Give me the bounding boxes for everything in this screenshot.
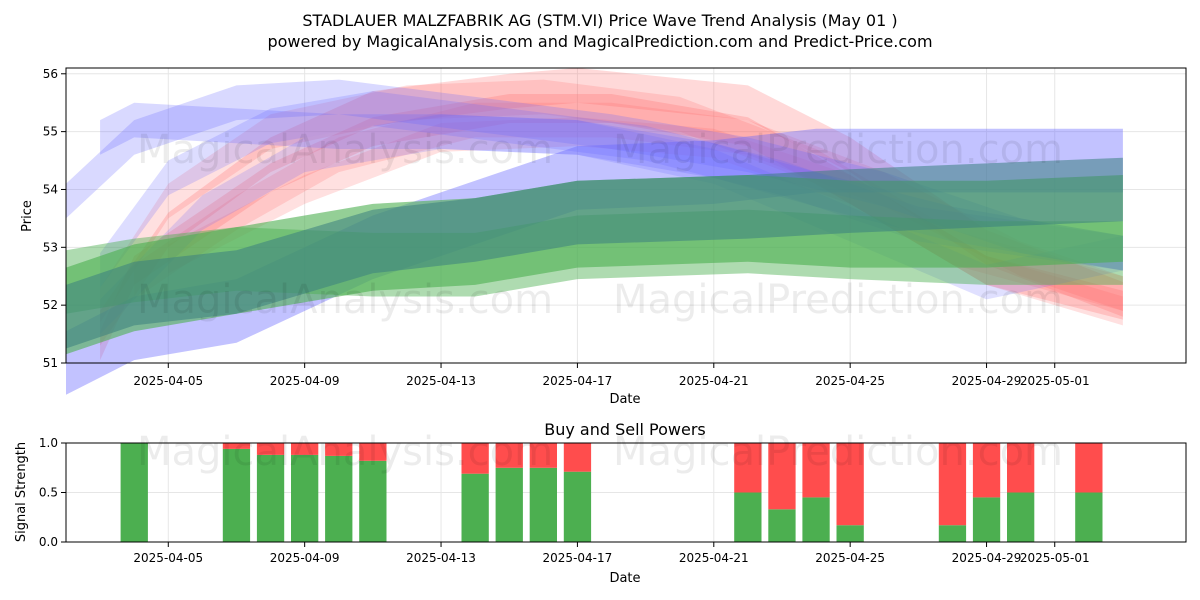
signal-y-tick-label: 0.0 <box>39 535 58 549</box>
signal-chart: Buy and Sell Powers 0.0 0.5 1.0 2025-04-05… <box>14 420 1187 586</box>
price-x-tick-label: 2025-04-29 <box>952 374 1022 388</box>
price-y-tick-label: 52 <box>43 298 58 312</box>
buy-bar <box>1007 492 1035 542</box>
buy-bar <box>256 454 285 542</box>
price-wave-band-blue <box>100 91 1123 288</box>
sell-bar <box>802 443 830 498</box>
signal-bars <box>120 443 1103 543</box>
price-y-tick-label: 53 <box>43 240 58 254</box>
sell-bar <box>495 443 523 468</box>
buy-bar <box>972 497 1001 542</box>
signal-x-ticks: 2025-04-05 2025-04-09 2025-04-13 2025-04-17… <box>133 542 1090 565</box>
buy-bar <box>938 525 967 542</box>
buy-bar <box>461 473 489 542</box>
figure-title: STADLAUER MALZFABRIK AG (STM.VI) Price W… <box>302 11 897 30</box>
buy-bar <box>563 471 592 542</box>
buy-bar <box>529 467 557 543</box>
signal-y-tick-label: 1.0 <box>39 436 58 450</box>
signal-chart-title: Buy and Sell Powers <box>544 420 706 439</box>
price-x-tick-label: 2025-04-13 <box>406 374 476 388</box>
sell-bar <box>768 443 796 510</box>
buy-bar <box>291 454 319 542</box>
buy-bar <box>120 443 148 542</box>
signal-x-tick-label: 2025-04-21 <box>679 551 749 565</box>
price-y-tick-label: 51 <box>43 356 58 370</box>
price-x-label: Date <box>609 392 640 407</box>
price-axes-frame <box>65 67 1187 364</box>
signal-x-label: Date <box>609 571 640 586</box>
price-y-ticks: 51 52 53 54 55 56 <box>43 67 66 370</box>
buy-bar <box>325 455 353 542</box>
sell-bar <box>734 443 762 493</box>
watermark-prediction-bottom: MagicalPrediction.com <box>613 429 1063 475</box>
sell-bar <box>529 443 557 468</box>
signal-y-tick-label: 0.5 <box>39 486 58 500</box>
signal-y-ticks: 0.0 0.5 1.0 <box>39 436 66 549</box>
buy-bar <box>495 467 523 543</box>
buy-bar <box>836 525 864 542</box>
price-x-tick-label: 2025-04-17 <box>543 374 613 388</box>
signal-x-tick-label: 2025-04-25 <box>815 551 885 565</box>
sell-bar <box>222 443 251 449</box>
price-bands <box>66 68 1123 395</box>
price-y-tick-label: 54 <box>43 182 58 196</box>
buy-bar <box>768 509 796 542</box>
price-y-tick-label: 55 <box>43 125 58 139</box>
price-wave-band-blue <box>100 114 1123 335</box>
sell-bar <box>972 443 1001 498</box>
watermark-prediction-top: MagicalPrediction.com <box>613 127 1063 173</box>
price-wave-band-red <box>134 102 1123 311</box>
price-y-tick-label: 56 <box>43 67 58 81</box>
figure-subtitle: powered by MagicalAnalysis.com and Magic… <box>267 32 932 51</box>
signal-x-tick-label: 2025-04-17 <box>543 551 613 565</box>
signal-x-tick-label: 2025-04-29 <box>952 551 1022 565</box>
signal-y-label: Signal Strength <box>14 442 29 542</box>
sell-bar <box>325 443 353 456</box>
price-wave-band-blue <box>100 102 1123 271</box>
watermark-analysis-mid: MagicalAnalysis.com <box>137 277 553 323</box>
price-wave-band-teal <box>66 157 1123 349</box>
price-x-tick-label: 2025-05-01 <box>1020 374 1090 388</box>
buy-bar <box>802 497 830 542</box>
price-x-tick-label: 2025-04-25 <box>815 374 885 388</box>
signal-x-tick-label: 2025-05-01 <box>1020 551 1090 565</box>
buy-bar <box>359 460 387 542</box>
price-x-tick-label: 2025-04-05 <box>133 374 203 388</box>
price-x-ticks: 2025-04-05 2025-04-09 2025-04-13 2025-04-17… <box>133 363 1090 388</box>
signal-x-tick-label: 2025-04-09 <box>270 551 340 565</box>
watermark-analysis-top: MagicalAnalysis.com <box>137 127 553 173</box>
watermark-analysis-bottom: MagicalAnalysis.com <box>137 429 553 475</box>
buy-bar <box>734 492 762 542</box>
price-x-tick-label: 2025-04-21 <box>679 374 749 388</box>
sell-bar <box>461 443 489 474</box>
sell-bar <box>359 443 387 461</box>
sell-bar <box>938 443 967 526</box>
sell-bar <box>291 443 319 455</box>
price-y-label: Price <box>20 200 35 232</box>
sell-bar <box>836 443 864 526</box>
sell-bar <box>1075 443 1103 493</box>
sell-bar <box>256 443 285 455</box>
buy-bar <box>1075 492 1103 542</box>
signal-x-tick-label: 2025-04-05 <box>133 551 203 565</box>
sell-bar <box>563 443 592 472</box>
signal-x-tick-label: 2025-04-13 <box>406 551 476 565</box>
buy-bar <box>222 448 251 542</box>
watermark-prediction-mid: MagicalPrediction.com <box>613 277 1063 323</box>
sell-bar <box>1007 443 1035 493</box>
price-x-tick-label: 2025-04-09 <box>270 374 340 388</box>
